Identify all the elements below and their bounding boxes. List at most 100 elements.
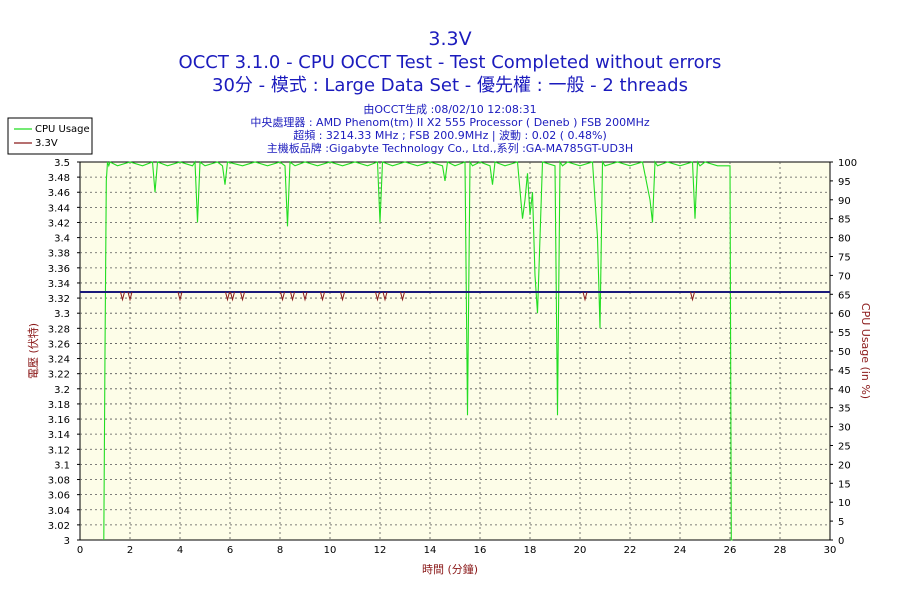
y-right-tick-label: 45 <box>838 366 851 377</box>
y-right-tick-label: 70 <box>838 271 851 282</box>
x-tick-label: 14 <box>424 545 437 556</box>
series-3-3v-dip <box>375 291 380 302</box>
y-left-tick-label: 3.44 <box>48 203 70 214</box>
y-right-tick-label: 15 <box>838 479 851 490</box>
y-left-tick-label: 3.18 <box>48 400 70 411</box>
y-right-tick-label: 35 <box>838 404 851 415</box>
series-3-3v-dip <box>690 291 695 302</box>
x-tick-label: 30 <box>824 545 837 556</box>
y-right-tick-label: 85 <box>838 215 851 226</box>
y-right-tick-label: 5 <box>838 517 844 528</box>
series-3-3v-dip <box>230 291 235 302</box>
series-3-3v-dip <box>582 291 588 302</box>
y-right-tick-label: 55 <box>838 328 851 339</box>
y-left-tick-label: 3.32 <box>48 294 70 305</box>
series-3-3v-dip <box>320 291 325 302</box>
chart-subtitle-1: OCCT 3.1.0 - CPU OCCT Test - Test Comple… <box>179 52 722 73</box>
series-3-3v-dip <box>225 291 230 302</box>
x-tick-label: 24 <box>674 545 687 556</box>
y-right-tick-label: 40 <box>838 385 851 396</box>
y-right-tick-label: 25 <box>838 442 851 453</box>
y-left-tick-label: 3.04 <box>48 506 70 517</box>
info-line-generated: 由OCCT生成 :08/02/10 12:08:31 <box>363 102 536 116</box>
y-left-tick-label: 3 <box>64 536 70 547</box>
y-right-tick-label: 65 <box>838 290 851 301</box>
y-left-tick-label: 3.14 <box>48 430 70 441</box>
info-line-motherboard: 主機板品牌 :Gigabyte Technology Co., Ltd.,系列 … <box>267 141 633 155</box>
x-tick-label: 4 <box>177 545 183 556</box>
y-left-tick-label: 3.24 <box>48 355 70 366</box>
x-tick-label: 12 <box>374 545 387 556</box>
y-left-tick-label: 3.12 <box>48 445 70 456</box>
left-axis-ticks: 3 3.02 3.04 3.06 3.08 3.1 3.12 3.14 3.16 3.18 3.2 3… <box>48 158 80 547</box>
series-cpu-usage-line <box>103 160 733 541</box>
x-tick-label: 8 <box>277 545 283 556</box>
y-axis-left-label: 電壓 (伏特) <box>26 323 40 379</box>
y-left-tick-label: 3.4 <box>54 234 70 245</box>
y-right-tick-label: 10 <box>838 498 851 509</box>
y-left-tick-label: 3.06 <box>48 491 70 502</box>
y-right-tick-label: 90 <box>838 196 851 207</box>
series-layer <box>80 160 830 541</box>
x-tick-label: 6 <box>227 545 233 556</box>
x-tick-label: 2 <box>127 545 133 556</box>
series-3-3v-dip <box>177 291 183 302</box>
y-right-tick-label: 0 <box>838 536 844 547</box>
y-left-tick-label: 3.36 <box>48 264 70 275</box>
series-3-3v-dip <box>382 291 388 302</box>
y-right-tick-label: 30 <box>838 423 851 434</box>
right-axis-ticks: 0 5 10 15 20 25 30 35 40 45 50 55 60 65 70 75 80 85 90 95 10… <box>830 158 857 547</box>
series-3-3v-dip <box>280 291 285 302</box>
info-line-clock: 超頻 : 3214.33 MHz ; FSB 200.9MHz | 波動 : 0… <box>293 128 607 142</box>
y-left-tick-label: 3.3 <box>54 309 70 320</box>
y-right-tick-label: 95 <box>838 177 851 188</box>
y-left-tick-label: 3.16 <box>48 415 70 426</box>
y-left-tick-label: 3.42 <box>48 218 70 229</box>
x-tick-label: 20 <box>574 545 587 556</box>
series-3-3v-dip <box>120 291 125 302</box>
series-3-3v-dip <box>240 291 245 302</box>
y-right-tick-label: 80 <box>838 234 851 245</box>
y-left-tick-label: 3.38 <box>48 249 70 260</box>
legend: CPU Usage 3.3V <box>7 117 93 155</box>
x-tick-label: 0 <box>77 545 83 556</box>
x-tick-label: 26 <box>724 545 737 556</box>
info-line-cpu: 中央處理器 : AMD Phenom(tm) II X2 555 Process… <box>250 115 650 129</box>
legend-entry-3-3v: 3.3V <box>35 138 58 149</box>
legend-box <box>7 117 93 155</box>
y-left-tick-label: 3.5 <box>54 158 70 169</box>
y-left-tick-label: 3.22 <box>48 370 70 381</box>
y-axis-right-label: CPU Usage (in %) <box>859 303 872 399</box>
x-tick-label: 10 <box>324 545 337 556</box>
chart-subtitle-2: 30分 - 模式 : Large Data Set - 優先權 : 一般 - 2… <box>212 75 688 96</box>
x-tick-label: 18 <box>524 545 537 556</box>
y-left-tick-label: 3.48 <box>48 173 70 184</box>
y-left-tick-label: 3.46 <box>48 188 70 199</box>
y-right-tick-label: 60 <box>838 309 851 320</box>
x-tick-label: 16 <box>474 545 487 556</box>
chart-title: 3.3V <box>428 28 471 50</box>
grid-layer <box>80 162 830 540</box>
y-right-tick-label: 100 <box>838 158 857 169</box>
series-3-3v-dip <box>340 291 345 302</box>
x-axis-ticks: 0 2 4 6 8 10 12 14 16 18 20 22 24 26 28 30 <box>77 545 837 556</box>
y-left-tick-label: 3.08 <box>48 476 70 487</box>
series-3-3v-dip <box>127 291 133 302</box>
y-right-tick-label: 50 <box>838 347 851 358</box>
y-left-tick-label: 3.1 <box>54 460 70 471</box>
x-axis-label: 時間 (分鐘) <box>422 562 478 576</box>
plot-area <box>79 161 831 541</box>
y-left-tick-label: 3.02 <box>48 521 70 532</box>
x-tick-label: 22 <box>624 545 637 556</box>
series-3-3v-dip <box>400 291 405 302</box>
y-left-tick-label: 3.28 <box>48 324 70 335</box>
legend-entry-cpu-usage: CPU Usage <box>35 124 90 135</box>
y-left-tick-label: 3.34 <box>48 279 70 290</box>
y-left-tick-label: 3.2 <box>54 385 70 396</box>
y-left-tick-label: 3.26 <box>48 339 70 350</box>
series-3-3v-dip <box>302 291 308 302</box>
x-tick-label: 28 <box>774 545 787 556</box>
y-right-tick-label: 20 <box>838 460 851 471</box>
